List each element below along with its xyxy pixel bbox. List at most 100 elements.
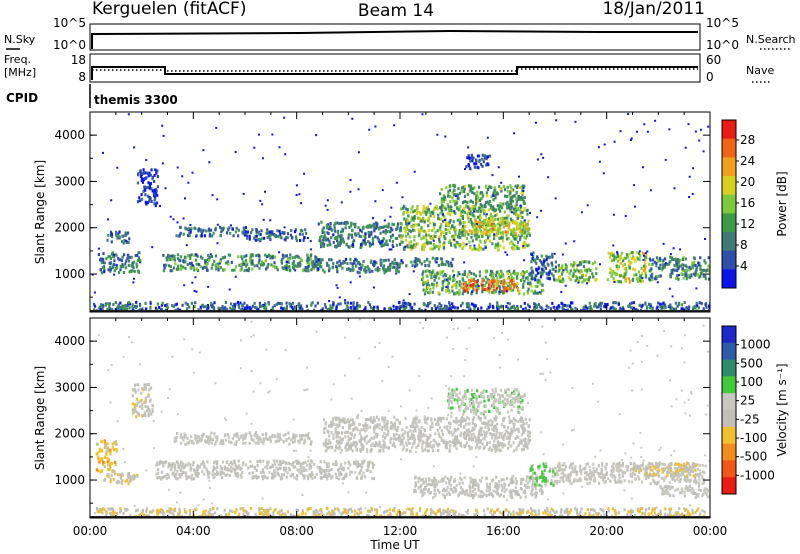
velocity-echo-region-0-0 bbox=[95, 506, 710, 518]
power-colorbar-label-0: 4 bbox=[740, 259, 748, 273]
power-y-axis-title: Slant Range [km] bbox=[33, 160, 47, 264]
velocity-colorbar-segment-7 bbox=[722, 443, 736, 461]
velocity-colorbar-segment-9 bbox=[722, 477, 736, 495]
power-echo-region-12-3 bbox=[426, 270, 533, 295]
velocity-echo-region-5-1 bbox=[322, 415, 532, 453]
power-echo-region-8-2 bbox=[400, 204, 530, 252]
velocity-colorbar-label-7: -1000 bbox=[740, 468, 775, 482]
power-echo-region-0-3 bbox=[104, 301, 710, 312]
power-colorbar-label-6: 28 bbox=[740, 133, 755, 147]
power-echo-region-16-0 bbox=[606, 251, 648, 283]
velocity-colorbar-segment-5 bbox=[722, 410, 736, 428]
power-echo-region-1-0 bbox=[99, 251, 141, 273]
power-ytick-label-0: 1000 bbox=[54, 267, 85, 281]
nsky-frame bbox=[89, 23, 701, 51]
velocity-echo-region-1-2 bbox=[96, 440, 118, 473]
x-axis-title: Time UT bbox=[369, 538, 420, 552]
power-colorbar-segment-7 bbox=[722, 250, 736, 270]
power-echo-region-12-1 bbox=[421, 269, 545, 296]
velocity-colorbar-label-5: -100 bbox=[740, 431, 767, 445]
power-echo-region-2-2 bbox=[110, 230, 121, 236]
freq-frame bbox=[89, 53, 701, 83]
power-echo-region-19-2 bbox=[466, 154, 490, 169]
power-echo-region-18-0 bbox=[136, 169, 157, 206]
nave-tick-bottom: 0 bbox=[706, 70, 714, 84]
power-echo-region-7-1 bbox=[319, 220, 403, 250]
power-echo-region-15-2 bbox=[558, 261, 598, 283]
x-tick-label-3: 12:00 bbox=[383, 524, 418, 538]
power-echo-region-17-2 bbox=[648, 256, 710, 282]
power-echo-region-7-0 bbox=[317, 221, 403, 249]
power-colorbar-label-1: 8 bbox=[740, 238, 748, 252]
power-echo-region-8-1 bbox=[400, 204, 529, 250]
x-tick-label-4: 16:00 bbox=[486, 524, 521, 538]
nave-trace bbox=[92, 68, 698, 72]
velocity-colorbar-segment-1 bbox=[722, 342, 736, 361]
power-echo-region-11-1 bbox=[401, 257, 454, 268]
power-echo-region-17-3 bbox=[648, 256, 710, 281]
velocity-y-axis-title: Slant Range [km] bbox=[33, 366, 47, 470]
velocity-echo-region-10-0 bbox=[632, 461, 699, 478]
velocity-echo-region-3-1 bbox=[156, 459, 375, 481]
velocity-scatter-echoes bbox=[93, 318, 710, 518]
nave-label: Nave bbox=[746, 64, 774, 77]
nsky-label: N.Sky bbox=[4, 33, 36, 46]
power-echo-region-11-2 bbox=[400, 259, 417, 268]
velocity-colorbar-label-0: 1000 bbox=[740, 338, 771, 352]
velocity-echo-cells bbox=[93, 318, 710, 518]
velocity-colorbar-segment-6 bbox=[722, 426, 736, 445]
power-echo-region-3-1 bbox=[162, 253, 320, 273]
velocity-echo-region-11-1 bbox=[659, 484, 709, 499]
nsky-trace bbox=[91, 29, 698, 49]
velocity-echo-region-7-1 bbox=[413, 475, 544, 500]
power-echo-region-14-2 bbox=[529, 255, 557, 281]
freq-tick-top: 18 bbox=[71, 53, 86, 67]
power-colorbar-frame bbox=[721, 119, 737, 289]
freq-trace bbox=[91, 66, 698, 80]
velocity-colorbar-segment-3 bbox=[722, 376, 736, 394]
power-colorbar-label-2: 12 bbox=[740, 217, 755, 231]
velocity-echo-region-1-0 bbox=[95, 440, 118, 474]
power-colorbar-segment-6 bbox=[722, 232, 736, 252]
power-echo-region-7-2 bbox=[319, 220, 402, 248]
power-colorbar-segment-0 bbox=[722, 120, 736, 140]
power-echo-region-10-0 bbox=[465, 218, 531, 235]
x-tick-label-5: 20:00 bbox=[589, 524, 624, 538]
nsearch-label: N.Search bbox=[746, 33, 796, 46]
velocity-panel: 1000 2000 3000 4000 00:00 04:00 08:00 12:00 16:0… bbox=[33, 317, 789, 538]
power-echo-cells bbox=[91, 113, 710, 312]
power-colorbar-segment-3 bbox=[722, 176, 736, 196]
x-tick-label-0: 00:00 bbox=[73, 524, 108, 538]
velocity-echo-region-9-1 bbox=[555, 461, 707, 486]
power-colorbar-label-5: 24 bbox=[740, 154, 755, 168]
freq-tick-bottom: 8 bbox=[78, 70, 86, 84]
cpid-label: CPID bbox=[6, 91, 38, 105]
velocity-colorbar-label-3: 25 bbox=[740, 394, 755, 408]
nsky-strip: N.Sky 10^5 10^0 10^5 10^0 N.Search bbox=[4, 16, 796, 52]
power-echo-region-13-3 bbox=[462, 278, 516, 292]
power-echo-region-14-3 bbox=[530, 253, 551, 282]
velocity-colorbar-frame bbox=[721, 325, 737, 495]
nsky-tick-top: 10^5 bbox=[53, 16, 86, 30]
power-echo-region-18-2 bbox=[136, 168, 159, 206]
power-echo-region-1-3 bbox=[100, 251, 142, 275]
power-echo-region-19-0 bbox=[465, 153, 488, 171]
power-echo-region-4-3 bbox=[175, 225, 246, 238]
power-echo-region-6-3 bbox=[317, 257, 376, 271]
velocity-echo-region-2-1 bbox=[103, 472, 139, 485]
date-title: 18/Jan/2011 bbox=[602, 0, 705, 19]
power-echo-region-10-2 bbox=[474, 219, 530, 236]
beam-title: Beam 14 bbox=[358, 1, 434, 21]
power-echo-region-13-1 bbox=[464, 279, 513, 293]
x-tick-label-2: 08:00 bbox=[279, 524, 314, 538]
velocity-frame bbox=[89, 317, 711, 519]
nsearch-tick-top: 10^5 bbox=[706, 16, 739, 30]
power-echo-region-16-1 bbox=[607, 251, 648, 284]
power-echo-region-2-3 bbox=[107, 233, 124, 243]
cpid-value: themis 3300 bbox=[94, 93, 178, 107]
freq-label: Freq. bbox=[4, 53, 31, 66]
power-colorbar-segment-1 bbox=[722, 138, 736, 158]
power-echo-region-0-2 bbox=[99, 300, 710, 312]
power-ytick-label-2: 3000 bbox=[54, 174, 85, 188]
x-tick-label-6: 00:00 bbox=[693, 524, 728, 538]
